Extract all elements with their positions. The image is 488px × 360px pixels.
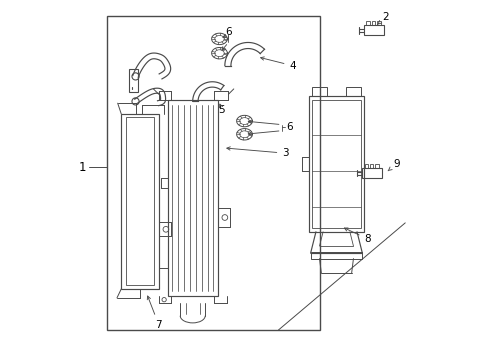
Bar bbox=[308, 96, 364, 232]
Text: 2: 2 bbox=[377, 13, 388, 24]
Bar bbox=[362, 168, 381, 178]
Bar bbox=[121, 114, 159, 289]
Bar bbox=[369, 164, 373, 168]
Text: 8: 8 bbox=[344, 228, 370, 244]
Text: 9: 9 bbox=[387, 159, 399, 171]
Text: 6: 6 bbox=[285, 122, 292, 132]
Bar bbox=[364, 25, 383, 35]
Text: 3: 3 bbox=[226, 147, 288, 158]
Bar bbox=[312, 87, 326, 96]
Bar bbox=[312, 100, 360, 228]
Text: 6: 6 bbox=[224, 27, 231, 37]
Text: 5: 5 bbox=[218, 105, 224, 115]
Bar bbox=[107, 16, 319, 330]
Bar bbox=[129, 69, 138, 93]
Bar bbox=[125, 117, 154, 285]
Bar bbox=[374, 164, 378, 168]
Text: 4: 4 bbox=[260, 57, 295, 71]
Text: 7: 7 bbox=[147, 296, 162, 330]
Bar bbox=[346, 87, 360, 96]
Text: 1: 1 bbox=[78, 161, 85, 174]
Bar bbox=[167, 100, 217, 296]
Bar bbox=[364, 164, 367, 168]
Bar bbox=[376, 21, 380, 25]
Bar bbox=[366, 21, 369, 25]
Bar bbox=[371, 21, 374, 25]
Bar bbox=[310, 252, 362, 258]
